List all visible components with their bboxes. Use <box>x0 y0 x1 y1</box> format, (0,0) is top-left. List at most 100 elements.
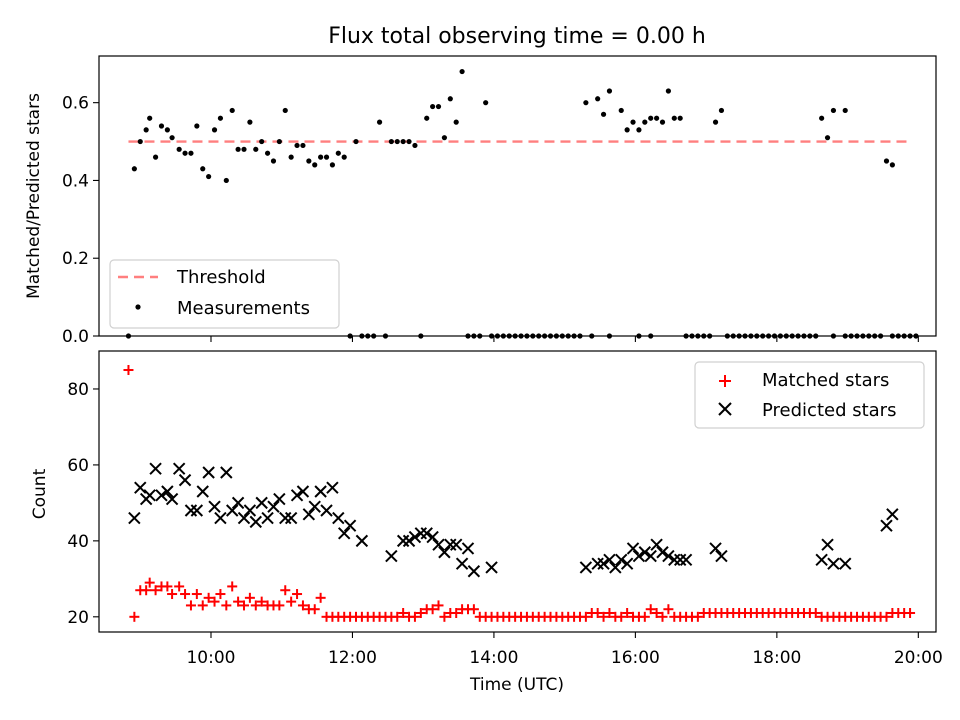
predicted-point-7-b <box>165 492 179 506</box>
measurement-point-125 <box>648 115 654 121</box>
predicted-point-41-b <box>402 534 416 548</box>
predicted-point-10-b <box>184 504 198 517</box>
predicted-point-38-b <box>355 534 369 548</box>
bottom-panel-frame <box>98 350 937 633</box>
measurement-point-37 <box>341 154 347 160</box>
measurement-point-127 <box>659 119 666 125</box>
predicted-point-1-b <box>134 481 147 494</box>
predicted-point-62-b <box>632 549 646 563</box>
bottom-y-tick-label-2: 60 <box>67 456 89 476</box>
predicted-point-24-b <box>267 500 280 513</box>
predicted-point-48-b <box>444 538 457 551</box>
x-tick-label-5: 20:00 <box>894 648 943 668</box>
measurement-point-13 <box>200 166 206 172</box>
measurement-point-17 <box>223 177 229 184</box>
predicted-point-20-b <box>243 504 257 517</box>
predicted-point-37-b <box>343 519 357 532</box>
predicted-point-16-b <box>220 466 233 479</box>
measurement-point-77 <box>577 333 583 339</box>
measurement-point-100 <box>801 333 807 339</box>
measurement-point-15 <box>211 127 218 133</box>
measurement-point-105 <box>848 333 854 339</box>
predicted-point-55-b <box>591 557 604 570</box>
bottom-legend: Matched stars Predicted stars <box>694 361 925 429</box>
predicted-point-34-b <box>326 481 339 494</box>
predicted-point-30-b <box>302 508 316 521</box>
predicted-point-61-b <box>626 542 640 555</box>
predicted-point-26-b <box>279 511 292 525</box>
measurement-point-123 <box>636 127 642 133</box>
measurement-point-110 <box>877 333 884 339</box>
measurement-point-118 <box>600 111 607 117</box>
measurement-point-65 <box>506 333 512 339</box>
measurement-point-30 <box>300 142 306 149</box>
top-grid-layer: 0.0 0.2 0.4 0.6 <box>62 94 919 347</box>
measurement-point-6 <box>158 123 165 129</box>
predicted-point-39-b <box>385 549 398 563</box>
measurement-point-86 <box>707 333 713 339</box>
predicted-point-11-b <box>190 504 204 517</box>
predicted-point-12-b <box>196 485 209 498</box>
x-tick-label-4: 18:00 <box>752 648 801 668</box>
measurement-point-93 <box>760 333 766 339</box>
predicted-point-21-b <box>249 515 262 529</box>
predicted-point-59-b <box>615 553 628 567</box>
measurement-point-137 <box>883 158 890 164</box>
predicted-point-69-b <box>673 553 687 567</box>
predicted-point-14-b <box>208 500 221 513</box>
measurement-point-23 <box>259 138 265 145</box>
measurement-point-43 <box>382 333 389 339</box>
measurement-point-129 <box>671 115 677 121</box>
matched-legend-label: Matched stars <box>762 370 889 391</box>
predicted-point-63-b <box>638 546 652 559</box>
predicted-point-44-b <box>420 527 433 540</box>
top-panel: 0.0 0.2 0.4 0.6 Matched/Predicted stars <box>24 55 937 347</box>
measurement-point-69 <box>530 333 536 339</box>
measurement-point-5 <box>152 154 159 160</box>
bottom-y-axis-label: Count <box>30 468 50 519</box>
measurement-point-38 <box>353 138 359 145</box>
measurement-point-128 <box>665 88 671 94</box>
measurement-point-115 <box>913 333 919 339</box>
measurement-point-50 <box>424 115 430 121</box>
predicted-point-60-b <box>620 557 634 570</box>
bottom-legend-box <box>694 361 925 429</box>
predicted-point-17-b <box>226 504 239 517</box>
measurement-point-56 <box>459 68 465 75</box>
measurement-point-75 <box>565 333 571 339</box>
predicted-point-13-b <box>202 466 215 479</box>
predicted-point-32-b <box>314 485 327 498</box>
x-tick-label-0: 10:00 <box>186 648 235 668</box>
measurement-point-16 <box>217 115 224 121</box>
measurement-point-54 <box>447 96 453 102</box>
measurement-point-136 <box>842 107 848 114</box>
measurement-point-71 <box>542 333 548 339</box>
measurement-point-99 <box>795 333 801 339</box>
bottom-panel: 20 40 60 80 10:00 12:00 14:00 16:00 18:00 20:00 C… <box>30 350 943 695</box>
measurement-point-91 <box>748 333 754 339</box>
measurement-point-104 <box>842 333 848 339</box>
measurement-point-28 <box>288 154 294 160</box>
measurement-point-106 <box>854 333 860 339</box>
predicted-point-75-b <box>827 557 840 570</box>
predicted-point-76-b <box>839 557 852 570</box>
measurement-point-87 <box>724 333 730 339</box>
measurement-point-2 <box>137 138 143 145</box>
measurement-point-107 <box>860 333 866 339</box>
measurement-point-94 <box>766 333 772 339</box>
measurement-point-42 <box>371 333 377 339</box>
predicted-point-9-b <box>178 473 192 487</box>
predicted-point-57-b <box>603 553 616 567</box>
measurement-point-34 <box>323 154 330 160</box>
measurement-point-126 <box>654 115 660 121</box>
predicted-point-33-b <box>320 504 333 517</box>
measurement-point-58 <box>418 333 424 339</box>
predicted-point-74-b <box>821 538 834 551</box>
measurement-point-8 <box>169 135 175 141</box>
measurement-point-44 <box>376 119 383 125</box>
predicted-point-68-b <box>668 553 681 567</box>
chart-title: Flux total observing time = 0.00 h <box>328 24 706 49</box>
predicted-point-66-b <box>656 546 669 559</box>
measurement-point-70 <box>536 333 542 339</box>
measurement-point-103 <box>830 333 837 339</box>
